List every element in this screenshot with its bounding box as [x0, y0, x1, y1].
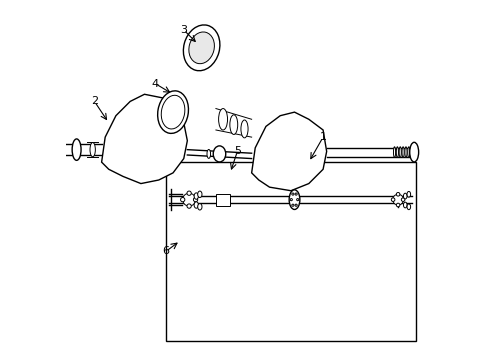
PathPatch shape: [251, 112, 326, 191]
Ellipse shape: [157, 91, 188, 134]
Ellipse shape: [197, 203, 202, 210]
Circle shape: [392, 194, 403, 205]
Circle shape: [180, 198, 184, 202]
Ellipse shape: [404, 147, 406, 157]
Circle shape: [294, 193, 297, 195]
Ellipse shape: [406, 192, 410, 197]
Circle shape: [401, 198, 404, 202]
Ellipse shape: [403, 193, 406, 199]
PathPatch shape: [102, 94, 187, 184]
Ellipse shape: [395, 147, 398, 157]
Bar: [216, 194, 230, 206]
Ellipse shape: [406, 204, 410, 210]
Text: 5: 5: [233, 147, 241, 157]
Text: 1: 1: [319, 132, 326, 142]
Ellipse shape: [183, 25, 220, 71]
Ellipse shape: [409, 142, 418, 162]
Circle shape: [395, 203, 399, 207]
Circle shape: [186, 204, 191, 208]
Circle shape: [291, 193, 293, 195]
Circle shape: [186, 191, 191, 195]
Ellipse shape: [194, 202, 198, 208]
Ellipse shape: [213, 146, 225, 162]
Text: 4: 4: [151, 78, 159, 89]
Ellipse shape: [401, 147, 404, 157]
Text: 6: 6: [162, 247, 169, 256]
Ellipse shape: [407, 147, 409, 157]
Ellipse shape: [188, 32, 214, 64]
Circle shape: [296, 199, 298, 201]
Ellipse shape: [218, 109, 227, 130]
Text: 3: 3: [180, 25, 187, 35]
Ellipse shape: [403, 202, 406, 208]
Ellipse shape: [398, 147, 401, 157]
Ellipse shape: [288, 190, 299, 210]
Ellipse shape: [393, 147, 395, 157]
Ellipse shape: [241, 120, 247, 138]
Ellipse shape: [72, 139, 81, 160]
Circle shape: [290, 199, 292, 201]
Circle shape: [193, 198, 197, 202]
Circle shape: [294, 204, 297, 206]
Circle shape: [395, 193, 399, 196]
Ellipse shape: [194, 193, 198, 199]
Ellipse shape: [161, 95, 184, 129]
Text: 2: 2: [91, 96, 98, 107]
Ellipse shape: [90, 143, 95, 157]
Ellipse shape: [197, 191, 202, 198]
Ellipse shape: [206, 149, 210, 158]
Ellipse shape: [229, 115, 237, 134]
Circle shape: [183, 193, 195, 206]
Circle shape: [291, 204, 293, 206]
Bar: [165, 162, 415, 341]
Circle shape: [390, 198, 394, 202]
